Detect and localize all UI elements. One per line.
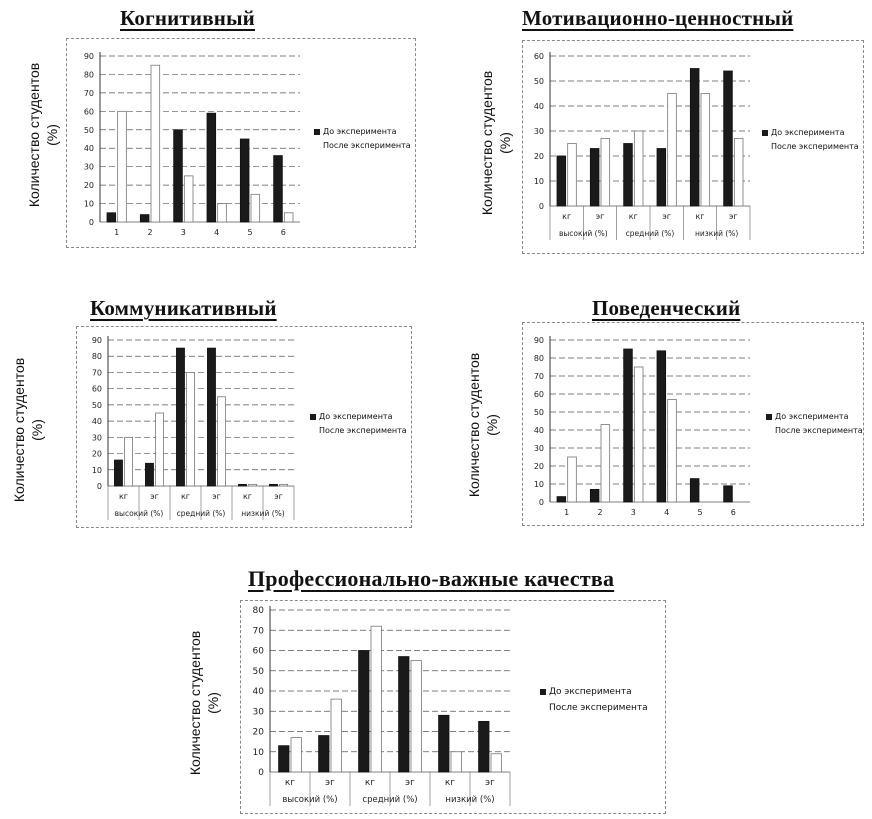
y-axis-label: Количество студентов (%) [11, 357, 45, 503]
legend: До эксперимента После эксперимента [762, 126, 859, 154]
y-axis-label: Количество студентов (%) [26, 62, 60, 208]
legend: До эксперимента После эксперимента [766, 410, 863, 438]
legend-swatch-after [766, 428, 772, 434]
plot-frame [240, 600, 666, 814]
chart-title: Коммуникативный [90, 296, 277, 320]
plot-frame [76, 326, 412, 528]
y-axis-label: Количество студентов (%) [479, 70, 513, 216]
legend-swatch-after [762, 144, 768, 150]
legend-swatch-before [540, 689, 546, 695]
legend-swatch-after [310, 428, 316, 434]
legend-swatch-before [310, 414, 316, 420]
chart-title: Поведенческий [592, 296, 741, 320]
chart-title: Мотивационно-ценностный [522, 6, 794, 30]
legend: До эксперимента После эксперимента [310, 410, 407, 438]
chart-title: Когнитивный [120, 6, 255, 30]
legend-swatch-after [540, 705, 546, 711]
y-axis-label: Количество студентов (%) [187, 630, 221, 776]
legend: До эксперимента После эксперимента [314, 125, 411, 153]
chart-title: Профессионально-важные качества [248, 566, 615, 591]
legend: До эксперимента После эксперимента [540, 684, 648, 716]
legend-swatch-before [314, 129, 320, 135]
legend-swatch-before [762, 130, 768, 136]
legend-swatch-before [766, 414, 772, 420]
y-axis-label: Количество студентов (%) [466, 352, 500, 498]
legend-swatch-after [314, 143, 320, 149]
